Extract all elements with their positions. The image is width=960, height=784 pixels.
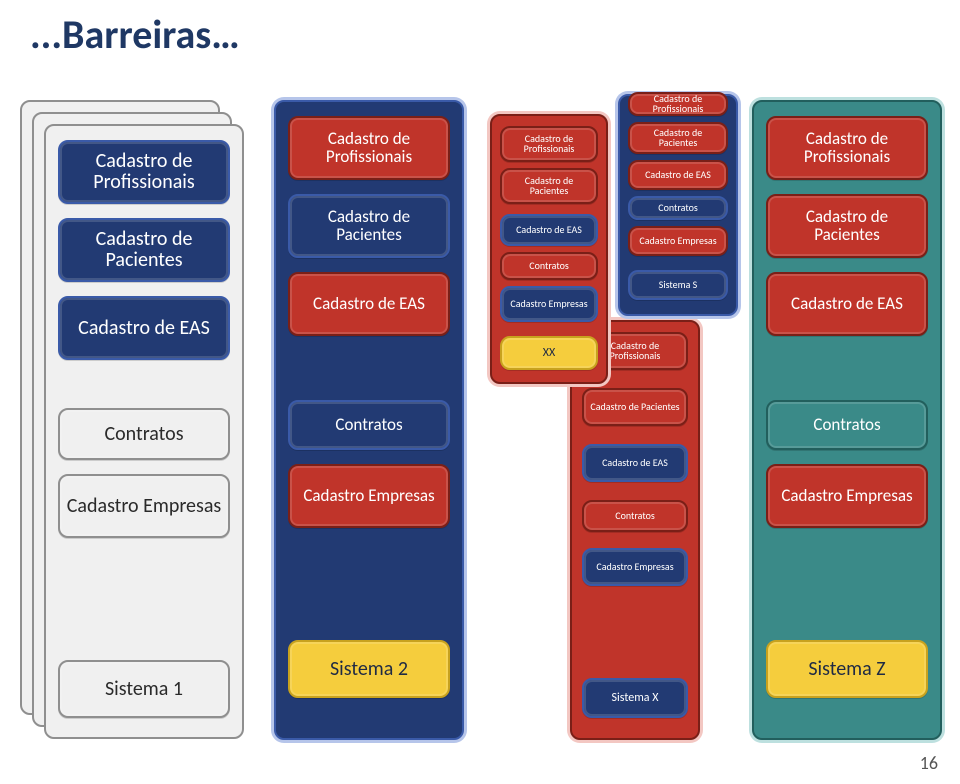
tile-eas: Cadastro de EAS xyxy=(288,272,450,336)
tile-eas: Cadastro de EAS xyxy=(500,214,598,246)
tile-sisZ: Sistema Z xyxy=(766,640,928,698)
tile-contratos: Contratos xyxy=(628,196,728,220)
tile-empresas: Cadastro Empresas xyxy=(628,226,728,256)
tile-pac: Cadastro de Pacientes xyxy=(582,388,688,426)
tile-empresas: Cadastro Empresas xyxy=(582,548,688,586)
tile-eas: Cadastro de EAS xyxy=(766,272,928,336)
tile-sisS: Sistema S xyxy=(628,270,728,300)
tile-xx: XX xyxy=(500,336,598,370)
tile-eas: Cadastro de EAS xyxy=(628,160,728,190)
tile-pac: Cadastro de Pacientes xyxy=(500,168,598,204)
tile-eas: Cadastro de EAS xyxy=(58,296,230,360)
diagram-area: Cadastro de Profissionais Cadastro de Pac… xyxy=(0,0,960,784)
tile-contratos: Contratos xyxy=(58,408,230,460)
tile-pac: Cadastro de Pacientes xyxy=(766,194,928,258)
page-number: 16 xyxy=(920,752,938,774)
tile-sis1: Sistema 1 xyxy=(58,660,230,718)
tile-prof: Cadastro de Profissionais xyxy=(288,116,450,180)
tile-prof: Cadastro de Profissionais xyxy=(628,92,728,116)
tile-contratos: Contratos xyxy=(288,400,450,450)
tile-empresas: Cadastro Empresas xyxy=(500,286,598,322)
tile-sis2: Sistema 2 xyxy=(288,640,450,698)
tile-pac: Cadastro de Pacientes xyxy=(628,122,728,154)
tile-eas: Cadastro de EAS xyxy=(582,444,688,482)
tile-pac: Cadastro de Pacientes xyxy=(58,218,230,282)
tile-pac: Cadastro de Pacientes xyxy=(288,194,450,258)
tile-empresas: Cadastro Empresas xyxy=(766,464,928,528)
tile-prof: Cadastro de Profissionais xyxy=(500,126,598,162)
tile-prof: Cadastro de Profissionais xyxy=(58,140,230,204)
tile-contratos: Contratos xyxy=(582,500,688,532)
tile-empresas: Cadastro Empresas xyxy=(58,474,230,538)
tile-contratos: Contratos xyxy=(766,400,928,450)
tile-sisX: Sistema X xyxy=(582,678,688,718)
tile-prof: Cadastro de Profissionais xyxy=(766,116,928,180)
tile-empresas: Cadastro Empresas xyxy=(288,464,450,528)
tile-contratos: Contratos xyxy=(500,252,598,280)
